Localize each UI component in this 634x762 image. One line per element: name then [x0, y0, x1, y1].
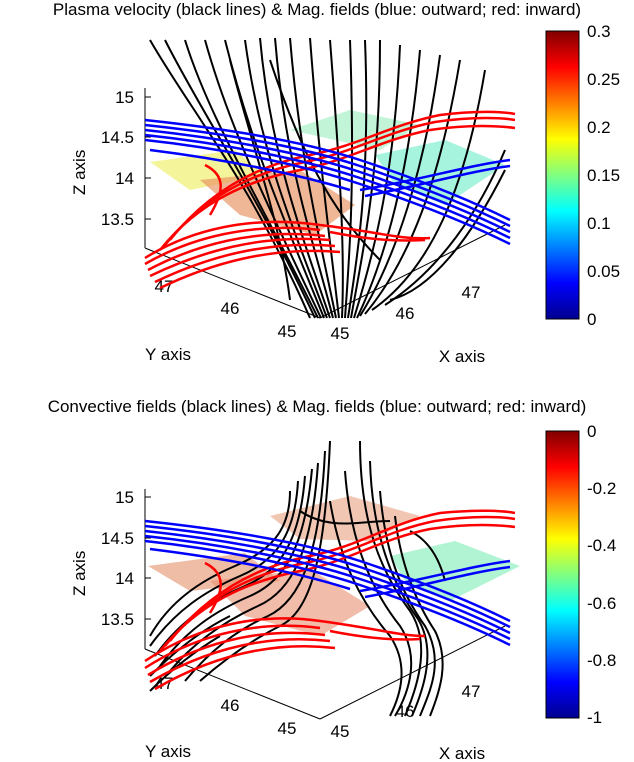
y-axis-label: Y axis	[145, 742, 191, 761]
colorbar-tick-label: 0.25	[587, 70, 620, 89]
colorbar-tick-label: 0.05	[587, 262, 620, 281]
panel-title: Plasma velocity (black lines) & Mag. fie…	[52, 0, 582, 19]
colorbar-tick-label: -0.8	[587, 651, 616, 670]
x-tick-label: 45	[331, 324, 350, 343]
z-tick-label: 14.5	[101, 128, 134, 147]
x-tick-label: 45	[331, 722, 350, 741]
x-tick-label: 47	[462, 283, 481, 302]
z-tick-label: 15	[115, 488, 134, 507]
x-tick-label: 47	[462, 682, 481, 701]
colorbar-tick-label: 0.2	[587, 118, 611, 137]
panel-title: Convective fields (black lines) & Mag. f…	[47, 397, 587, 416]
y-tick-label: 45	[278, 322, 297, 341]
x-tick-label: 46	[396, 304, 415, 323]
convective-fields-3d-plot: 15 14.5 14 13.5 Z axis 47 46 45 45 46 47…	[70, 422, 616, 762]
colorbar-tick-label: 0.3	[587, 22, 611, 41]
y-tick-label: 46	[221, 299, 240, 318]
colorbar-tick-label: 0.15	[587, 166, 620, 185]
colorbar-tick-label: -0.4	[587, 536, 616, 555]
z-tick-label: 15	[115, 88, 134, 107]
x-axis-label: X axis	[439, 744, 485, 762]
colorbar-tick-label: 0	[587, 422, 596, 441]
y-axis-label: Y axis	[145, 345, 191, 364]
y-tick-label: 45	[278, 719, 297, 738]
base-axes: 47 46 45 45 46 47 Y axis X axis	[144, 224, 506, 366]
z-tick-label: 13.5	[101, 610, 134, 629]
y-tick-label: 46	[221, 696, 240, 715]
panel-convective-fields: Convective fields (black lines) & Mag. f…	[0, 381, 634, 762]
panel-plasma-velocity: Plasma velocity (black lines) & Mag. fie…	[52, 0, 620, 366]
z-tick-label: 13.5	[101, 210, 134, 229]
colorbar-tick-label: -0.2	[587, 479, 616, 498]
z-tick-label: 14	[115, 169, 134, 188]
colorbar: 0.3 0.25 0.2 0.15 0.1 0.05 0	[545, 22, 620, 329]
outward-field-lines	[144, 519, 511, 647]
colorbar-tick-label: 0.1	[587, 214, 611, 233]
z-axis: 15 14.5 14 13.5 Z axis	[70, 88, 151, 248]
z-tick-label: 14	[115, 569, 134, 588]
base-axes: 47 46 45 45 46 47 Y axis X axis	[144, 625, 506, 762]
outward-field-lines	[144, 118, 511, 246]
z-axis: 15 14.5 14 13.5 Z axis	[70, 488, 151, 649]
colorbar-tick-label: -0.6	[587, 594, 616, 613]
x-axis-label: X axis	[439, 347, 485, 366]
colorbar: 0 -0.2 -0.4 -0.6 -0.8 -1	[545, 422, 616, 727]
inward-field-lines	[144, 509, 516, 691]
colorbar-tick-label: 0	[587, 310, 596, 329]
plasma-velocity-3d-plot: 15 14.5 14 13.5 Z axis 47 46 45 45 46 47…	[70, 22, 620, 366]
z-tick-label: 14.5	[101, 529, 134, 548]
colorbar-tick-label: -1	[587, 708, 602, 727]
z-axis-label: Z axis	[70, 551, 89, 596]
z-axis-label: Z axis	[70, 150, 89, 195]
